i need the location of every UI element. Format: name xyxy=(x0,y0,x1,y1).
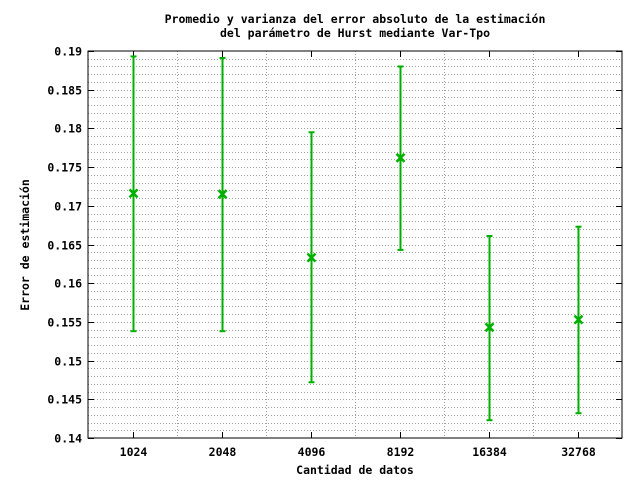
error-bar xyxy=(217,56,228,333)
mean-marker xyxy=(573,314,584,325)
mean-marker xyxy=(484,322,495,333)
error-bar xyxy=(484,234,495,422)
y-tick-label: 0.185 xyxy=(47,84,82,98)
chart-title-line-1: Promedio y varianza del error absoluto d… xyxy=(164,12,546,26)
x-tick-label: 8192 xyxy=(387,445,415,459)
error-bar xyxy=(573,225,584,415)
y-tick-label: 0.155 xyxy=(47,316,82,330)
y-tick-label: 0.18 xyxy=(54,122,82,136)
x-tick-label: 2048 xyxy=(209,445,237,459)
mean-marker xyxy=(217,189,228,200)
chart-title-line-2: del parámetro de Hurst mediante Var-Tpo xyxy=(219,26,491,40)
error-bars xyxy=(128,55,584,422)
y-tick-label: 0.14 xyxy=(54,432,82,446)
x-axis-label: Cantidad de datos xyxy=(296,463,414,477)
error-bar xyxy=(395,65,406,251)
y-axis: 0.14 0.145 0.15 0.155 0.16 0.165 0.17 0.175 0.18… xyxy=(47,45,622,446)
error-bar xyxy=(306,131,317,384)
y-tick-label: 0.175 xyxy=(47,161,82,175)
y-tick-label: 0.15 xyxy=(54,355,82,369)
mean-marker xyxy=(395,152,406,163)
x-axis: 1024 2048 4096 8192 16384 32768 xyxy=(120,51,596,459)
y-tick-label: 0.16 xyxy=(54,277,82,291)
y-tick-label: 0.165 xyxy=(47,239,82,253)
x-tick-label: 16384 xyxy=(472,445,507,459)
mean-marker xyxy=(306,252,317,263)
grid xyxy=(88,51,622,438)
error-bar xyxy=(128,55,139,333)
mean-marker xyxy=(128,188,139,199)
y-tick-label: 0.145 xyxy=(47,393,82,407)
x-tick-label: 32768 xyxy=(561,445,596,459)
y-tick-label: 0.19 xyxy=(54,45,82,59)
x-tick-label: 4096 xyxy=(298,445,326,459)
plot-frame xyxy=(87,50,623,439)
y-tick-label: 0.17 xyxy=(54,200,82,214)
x-tick-label: 1024 xyxy=(120,445,148,459)
